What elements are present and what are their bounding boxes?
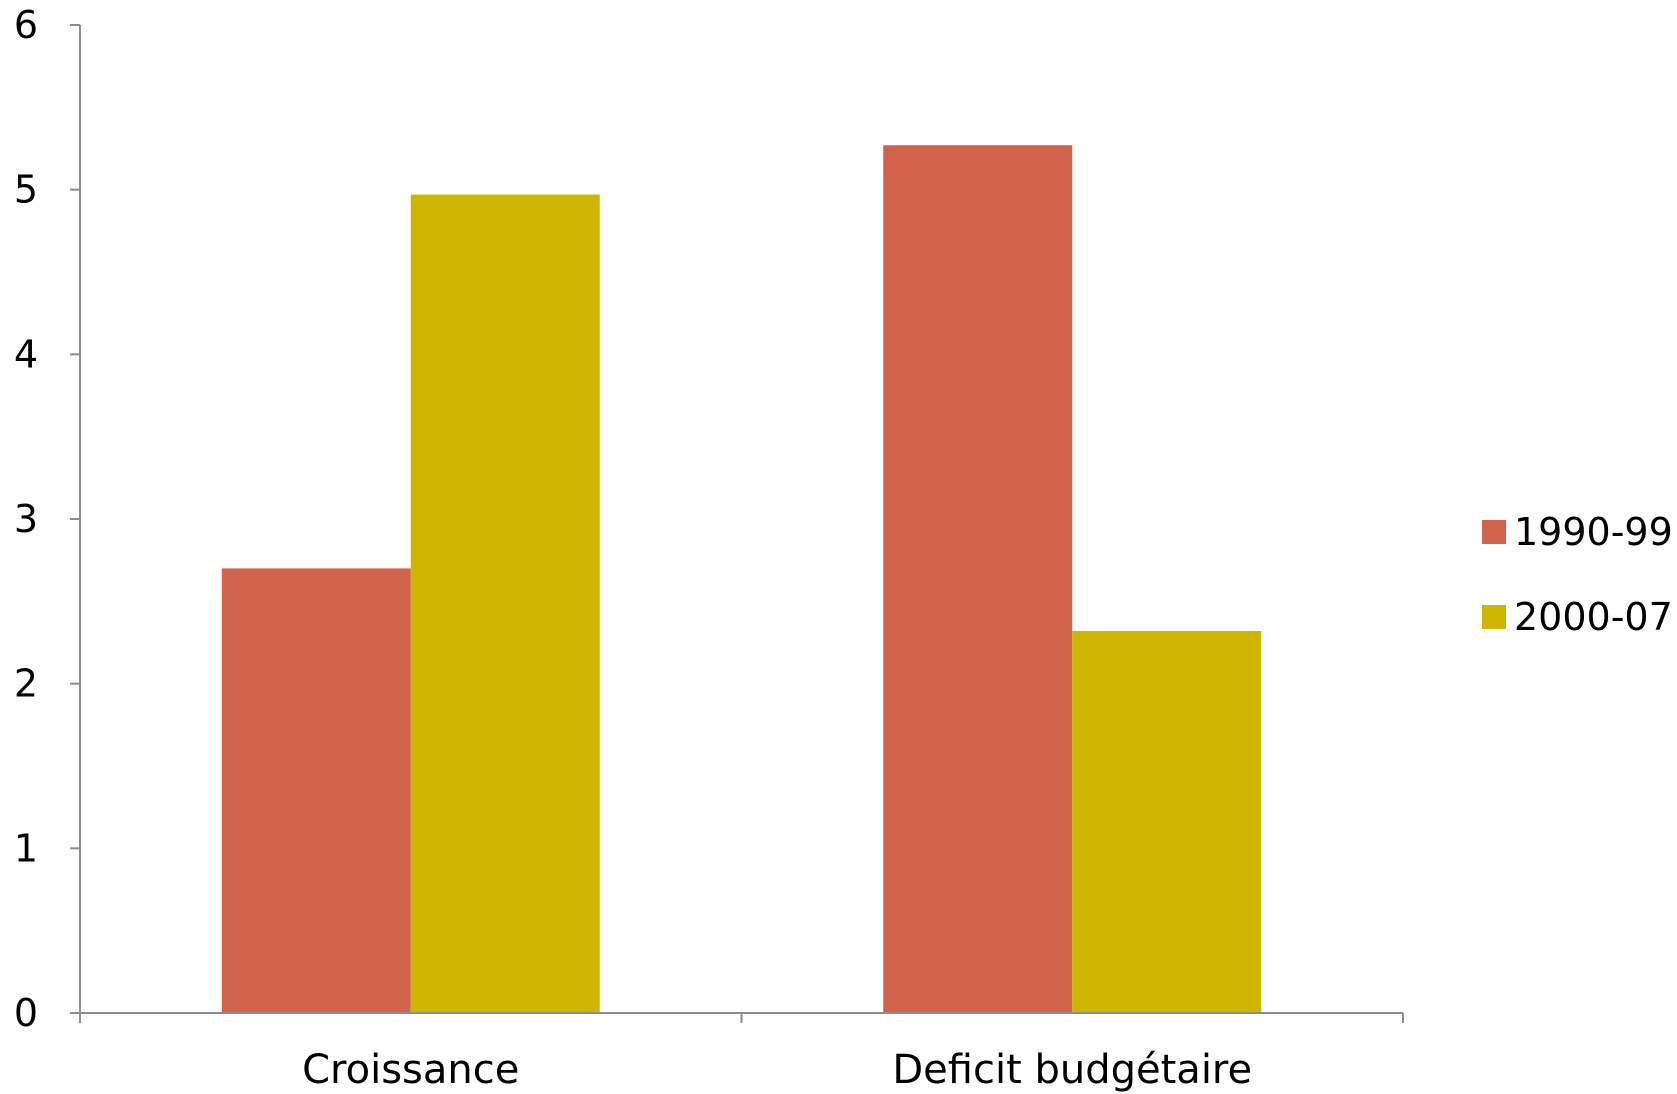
legend-label: 2000-07 — [1514, 595, 1673, 639]
x-ticks-group: Croissance Deficit budgétaire — [79, 1013, 1404, 1093]
y-tick-label: 1 — [14, 826, 38, 870]
y-tick-label: 3 — [14, 497, 38, 541]
legend-item: 1990-99 — [1482, 510, 1673, 554]
y-tick-label: 2 — [14, 662, 38, 706]
y-tick-label: 0 — [14, 991, 38, 1035]
bar-series-1 — [221, 568, 411, 1013]
y-tick-label: 5 — [14, 168, 38, 212]
legend-swatch — [1482, 520, 1506, 544]
legend-swatch — [1482, 605, 1506, 629]
y-tick-label: 6 — [14, 3, 38, 47]
x-category-label: Deficit budgétaire — [892, 1047, 1252, 1093]
legend-item: 2000-07 — [1482, 595, 1673, 639]
y-ticks-group: 0 1 2 3 4 5 6 — [14, 3, 80, 1035]
x-category-label: Croissance — [302, 1047, 519, 1093]
legend-label: 1990-99 — [1514, 510, 1673, 554]
bars-group — [221, 145, 1262, 1013]
y-tick-label: 4 — [14, 332, 38, 376]
bar-series-2 — [1072, 630, 1262, 1013]
bar-series-2 — [410, 194, 600, 1013]
legend: 1990-99 2000-07 — [1482, 510, 1673, 639]
bar-series-1 — [883, 145, 1073, 1013]
